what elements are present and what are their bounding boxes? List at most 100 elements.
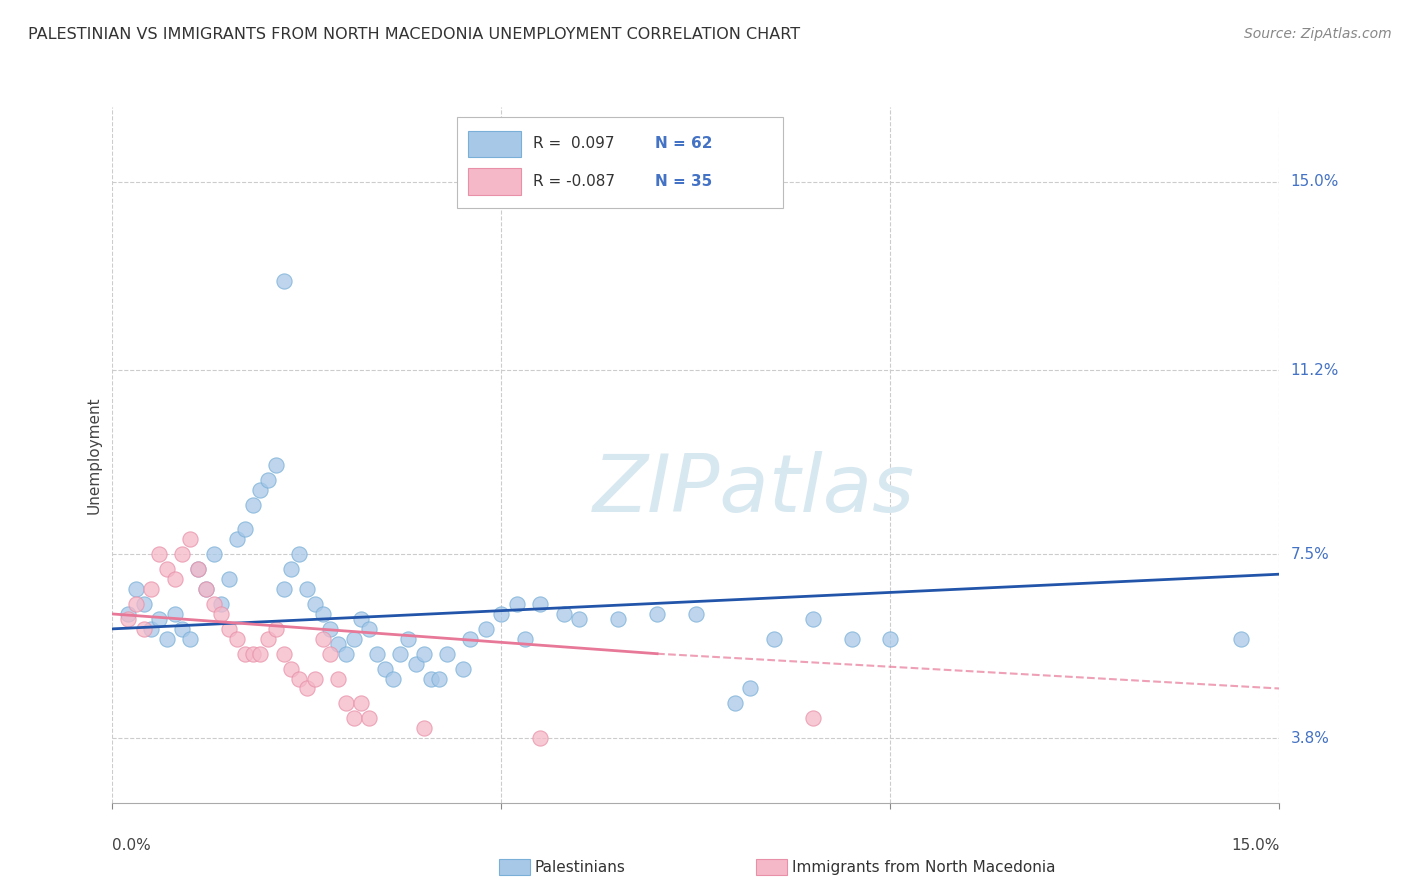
Point [304, 672, 326, 686]
Point [187, 562, 209, 576]
Point [280, 662, 302, 676]
Text: 15.0%: 15.0% [1232, 838, 1279, 853]
Point [280, 562, 302, 576]
Point [412, 721, 434, 735]
Bar [468, 169, 520, 194]
Point [209, 607, 232, 621]
Text: 0.0%: 0.0% [112, 838, 152, 853]
Text: R =  0.097: R = 0.097 [533, 136, 614, 152]
Point [273, 647, 295, 661]
Point [645, 607, 668, 621]
Point [553, 607, 575, 621]
Point [163, 607, 186, 621]
Point [304, 597, 326, 611]
Point [249, 483, 271, 497]
Point [233, 647, 256, 661]
Point [218, 572, 240, 586]
Point [343, 632, 366, 646]
Point [506, 597, 529, 611]
Text: N = 62: N = 62 [655, 136, 713, 152]
Point [801, 711, 824, 725]
Point [740, 681, 762, 696]
Point [132, 597, 155, 611]
Point [172, 547, 194, 561]
Point [396, 632, 419, 646]
Point [264, 458, 287, 472]
Point [163, 572, 186, 586]
Point [427, 672, 450, 686]
Text: 3.8%: 3.8% [1291, 731, 1330, 746]
Bar [468, 131, 520, 157]
Point [148, 612, 170, 626]
Point [366, 647, 388, 661]
Point [326, 672, 349, 686]
Point [343, 711, 366, 725]
Point [475, 622, 498, 636]
FancyBboxPatch shape [457, 118, 783, 208]
Point [335, 697, 357, 711]
Point [350, 697, 373, 711]
Point [233, 523, 256, 537]
Point [226, 632, 249, 646]
Text: R = -0.087: R = -0.087 [533, 174, 614, 189]
Point [451, 662, 474, 676]
Text: PALESTINIAN VS IMMIGRANTS FROM NORTH MACEDONIA UNEMPLOYMENT CORRELATION CHART: PALESTINIAN VS IMMIGRANTS FROM NORTH MAC… [28, 27, 800, 42]
Point [491, 607, 513, 621]
Point [132, 622, 155, 636]
Point [374, 662, 396, 676]
Point [273, 274, 295, 288]
Point [242, 647, 264, 661]
Y-axis label: Unemployment: Unemployment [86, 396, 101, 514]
Point [179, 632, 201, 646]
Point [568, 612, 591, 626]
Point [513, 632, 536, 646]
Text: Palestinians: Palestinians [534, 860, 626, 874]
Point [273, 582, 295, 596]
Point [202, 597, 225, 611]
Text: 7.5%: 7.5% [1291, 547, 1329, 562]
Point [405, 657, 427, 671]
Text: Source: ZipAtlas.com: Source: ZipAtlas.com [1244, 27, 1392, 41]
Point [412, 647, 434, 661]
Point [762, 632, 785, 646]
Point [529, 597, 551, 611]
Point [156, 562, 179, 576]
Point [685, 607, 707, 621]
Point [607, 612, 630, 626]
Point [117, 612, 139, 626]
Point [141, 622, 163, 636]
Point [319, 647, 342, 661]
Point [125, 582, 148, 596]
Point [311, 607, 333, 621]
Text: Immigrants from North Macedonia: Immigrants from North Macedonia [792, 860, 1054, 874]
Point [389, 647, 412, 661]
Point [359, 711, 381, 725]
Point [311, 632, 333, 646]
Point [242, 498, 264, 512]
Point [288, 547, 311, 561]
Point [359, 622, 381, 636]
Text: N = 35: N = 35 [655, 174, 713, 189]
Point [326, 637, 349, 651]
Point [295, 582, 318, 596]
Point [436, 647, 458, 661]
Point [141, 582, 163, 596]
Point [841, 632, 863, 646]
Point [335, 647, 357, 661]
Point [179, 533, 201, 547]
Point [117, 607, 139, 621]
Point [194, 582, 217, 596]
Point [264, 622, 287, 636]
Point [226, 533, 249, 547]
Point [125, 597, 148, 611]
Point [879, 632, 901, 646]
Point [148, 547, 170, 561]
Text: 11.2%: 11.2% [1291, 363, 1339, 378]
Point [724, 697, 747, 711]
Point [529, 731, 551, 746]
Point [194, 582, 217, 596]
Point [156, 632, 179, 646]
Point [420, 672, 443, 686]
Point [187, 562, 209, 576]
Point [350, 612, 373, 626]
